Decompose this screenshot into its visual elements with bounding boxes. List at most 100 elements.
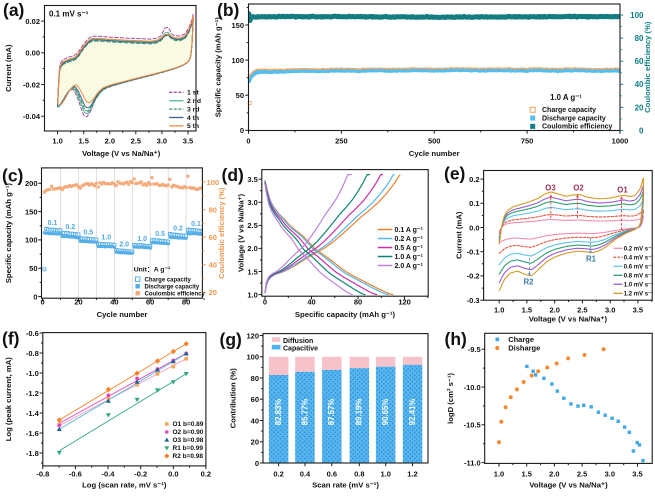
svg-text:0.2: 0.2: [273, 469, 283, 478]
svg-text:3 rd: 3 rd: [187, 106, 199, 113]
svg-text:Log (scan rate, mV s⁻¹): Log (scan rate, mV s⁻¹): [82, 481, 167, 490]
svg-text:750: 750: [521, 137, 534, 146]
svg-text:Current (mA): Current (mA): [455, 211, 464, 259]
svg-text:0.0: 0.0: [469, 223, 479, 232]
svg-text:2.5: 2.5: [577, 306, 587, 315]
svg-text:0: 0: [246, 137, 250, 146]
svg-text:Disharge: Disharge: [508, 344, 540, 353]
svg-text:-0.4: -0.4: [102, 469, 116, 478]
svg-text:Specific capacity (mAh g⁻¹): Specific capacity (mAh g⁻¹): [214, 17, 223, 118]
svg-text:logD (cm² s⁻¹): logD (cm² s⁻¹): [446, 372, 455, 423]
svg-text:1.0: 1.0: [101, 235, 111, 242]
svg-text:40: 40: [209, 261, 217, 270]
svg-text:1.5: 1.5: [247, 267, 257, 276]
svg-text:-0.02: -0.02: [23, 80, 40, 89]
svg-text:-0.3: -0.3: [467, 296, 480, 305]
svg-text:(h): (h): [445, 329, 467, 349]
svg-text:-0.8: -0.8: [36, 469, 49, 478]
svg-text:Capacitive: Capacitive: [283, 346, 318, 353]
svg-text:150: 150: [231, 21, 244, 30]
svg-text:1.0: 1.0: [494, 469, 504, 478]
svg-text:0.4: 0.4: [300, 469, 311, 478]
svg-text:2.5: 2.5: [131, 137, 141, 146]
svg-text:20: 20: [635, 103, 644, 112]
svg-text:85.77%: 85.77%: [300, 399, 309, 426]
svg-text:0.02: 0.02: [25, 17, 40, 26]
svg-text:O3 b=0.98: O3 b=0.98: [173, 437, 204, 444]
svg-text:2 nd: 2 nd: [187, 98, 201, 105]
svg-text:Coulombic efficiency: Coulombic efficiency: [542, 124, 613, 131]
svg-text:0.1: 0.1: [191, 221, 201, 228]
svg-text:(d): (d): [222, 165, 244, 185]
svg-text:0.1 mV s⁻¹: 0.1 mV s⁻¹: [49, 10, 89, 19]
svg-text:-0.8: -0.8: [26, 349, 39, 358]
svg-text:0.2 A g⁻¹: 0.2 A g⁻¹: [395, 236, 424, 243]
svg-text:1.0 A g⁻¹: 1.0 A g⁻¹: [550, 93, 582, 102]
svg-text:2.0 A g⁻¹: 2.0 A g⁻¹: [395, 263, 424, 270]
svg-text:0.5 A g⁻¹: 0.5 A g⁻¹: [395, 245, 424, 252]
svg-text:100: 100: [630, 11, 644, 20]
svg-text:1.0: 1.0: [52, 137, 62, 146]
svg-text:3.5: 3.5: [183, 137, 193, 146]
svg-text:-10.5: -10.5: [464, 421, 481, 430]
svg-text:O2: O2: [573, 184, 584, 193]
svg-text:3.5: 3.5: [247, 175, 257, 184]
svg-text:(a): (a): [3, 0, 24, 20]
svg-text:Coulombic efficiency (%): Coulombic efficiency (%): [643, 21, 652, 113]
svg-text:0.2: 0.2: [201, 469, 211, 478]
svg-text:2.5: 2.5: [247, 221, 257, 230]
svg-text:0: 0: [639, 126, 644, 135]
svg-text:-1.4: -1.4: [26, 409, 40, 418]
svg-text:20: 20: [74, 297, 82, 306]
svg-text:1.2: 1.2: [407, 469, 417, 478]
svg-text:Current (mA): Current (mA): [4, 44, 13, 92]
svg-text:Coulombic efficiency (%): Coulombic efficiency (%): [217, 187, 226, 279]
svg-text:2.0: 2.0: [105, 137, 115, 146]
svg-text:0.5: 0.5: [83, 229, 93, 236]
svg-text:-0.6: -0.6: [26, 329, 39, 338]
svg-text:120: 120: [398, 297, 411, 306]
svg-text:(e): (e): [444, 164, 465, 184]
svg-text:Voltage (V vs Na/Na⁺): Voltage (V vs Na/Na⁺): [529, 315, 608, 324]
svg-text:1.0: 1.0: [137, 236, 147, 243]
svg-text:3.0: 3.0: [247, 198, 257, 207]
svg-text:3.0: 3.0: [605, 469, 615, 478]
svg-text:80: 80: [182, 297, 190, 306]
svg-text:0.8: 0.8: [354, 469, 364, 478]
svg-text:1.0 A g⁻¹: 1.0 A g⁻¹: [395, 254, 424, 261]
svg-text:(f): (f): [2, 329, 19, 349]
svg-text:90.65%: 90.65%: [381, 399, 390, 426]
svg-text:1.0 mV s⁻¹: 1.0 mV s⁻¹: [624, 281, 654, 288]
svg-text:0.6: 0.6: [327, 469, 337, 478]
svg-text:60: 60: [635, 57, 644, 66]
svg-text:2.0: 2.0: [119, 241, 129, 248]
svg-text:0.2: 0.2: [173, 225, 183, 232]
svg-text:(c): (c): [2, 166, 23, 186]
svg-text:-0.1: -0.1: [467, 248, 480, 257]
svg-text:2.5: 2.5: [577, 469, 587, 478]
svg-text:Voltage (V vs Na/Na⁺): Voltage (V vs Na/Na⁺): [529, 481, 608, 490]
svg-text:40: 40: [307, 297, 315, 306]
svg-text:O3: O3: [545, 184, 556, 193]
svg-text:Contribution (%): Contribution (%): [229, 368, 238, 429]
svg-text:1.0: 1.0: [247, 290, 257, 299]
svg-text:100: 100: [246, 353, 259, 362]
svg-text:3.0: 3.0: [157, 137, 167, 146]
svg-text:-1.8: -1.8: [26, 449, 39, 458]
svg-text:20: 20: [251, 438, 259, 447]
svg-text:100: 100: [231, 56, 244, 65]
svg-text:Unit：A g⁻¹: Unit：A g⁻¹: [134, 267, 171, 274]
svg-text:2.0: 2.0: [247, 244, 257, 253]
svg-text:50: 50: [29, 264, 37, 273]
svg-text:80: 80: [354, 297, 362, 306]
svg-text:2.0: 2.0: [549, 306, 559, 315]
svg-text:100: 100: [207, 178, 220, 187]
svg-text:60: 60: [146, 297, 154, 306]
svg-text:5 th: 5 th: [187, 123, 199, 130]
svg-text:150: 150: [25, 207, 38, 216]
svg-text:3.5: 3.5: [633, 306, 643, 315]
svg-text:0: 0: [240, 126, 244, 135]
svg-text:Voltage (V vs Na/Na⁺): Voltage (V vs Na/Na⁺): [237, 193, 246, 272]
svg-text:R1 b=0.99: R1 b=0.99: [173, 445, 204, 452]
svg-text:40: 40: [635, 80, 644, 89]
